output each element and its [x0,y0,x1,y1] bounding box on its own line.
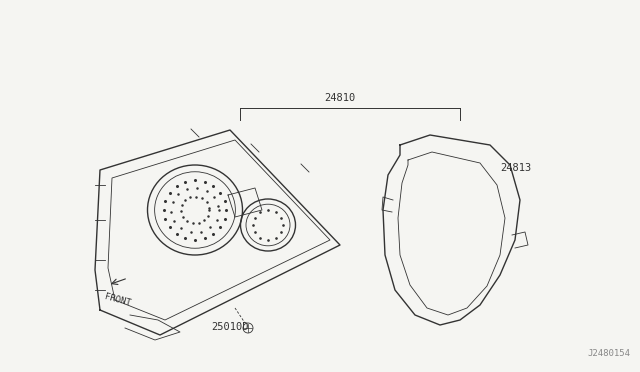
Text: FRONT: FRONT [104,292,132,308]
Text: J2480154: J2480154 [587,349,630,358]
Text: 24813: 24813 [500,163,531,173]
Text: 25010D: 25010D [211,322,249,332]
Text: 24810: 24810 [324,93,356,103]
